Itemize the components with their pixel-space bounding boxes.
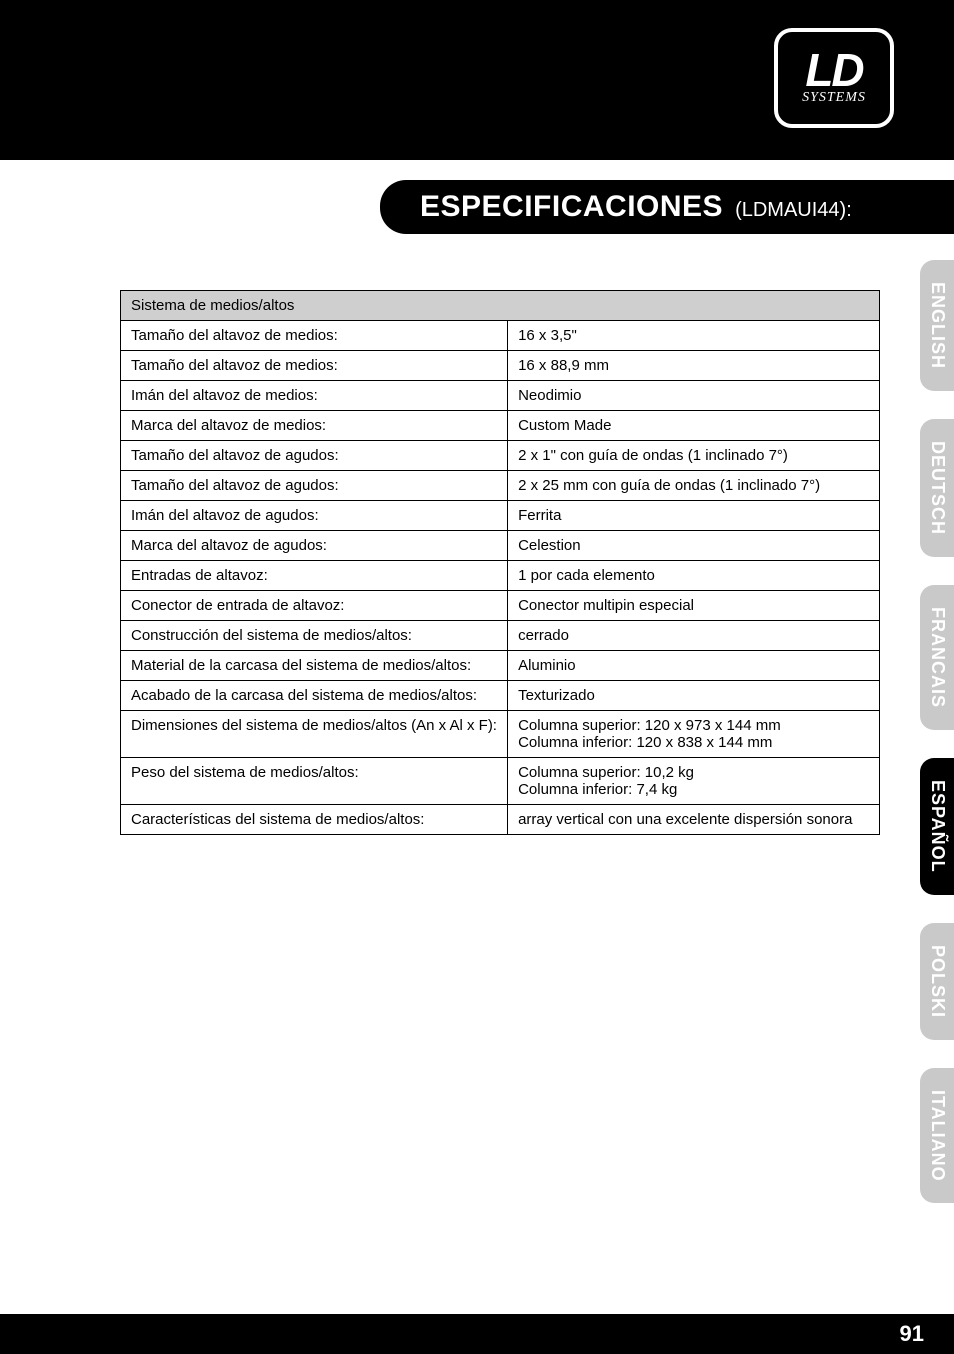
spec-label: Tamaño del altavoz de agudos: — [121, 471, 508, 501]
language-tab-english[interactable]: ENGLISH — [920, 260, 954, 391]
table-row: Construcción del sistema de medios/altos… — [121, 621, 880, 651]
table-row: Tamaño del altavoz de medios:16 x 88,9 m… — [121, 351, 880, 381]
spec-label: Construcción del sistema de medios/altos… — [121, 621, 508, 651]
table-row: Tamaño del altavoz de medios:16 x 3,5" — [121, 321, 880, 351]
spec-label: Entradas de altavoz: — [121, 561, 508, 591]
spec-label: Tamaño del altavoz de medios: — [121, 351, 508, 381]
table-row: Dimensiones del sistema de medios/altos … — [121, 711, 880, 758]
spec-label: Marca del altavoz de agudos: — [121, 531, 508, 561]
language-tabs: ENGLISH DEUTSCH FRANCAIS ESPAÑOL POLSKI ITALI… — [920, 260, 954, 1203]
language-tab-italiano[interactable]: ITALIANO — [920, 1068, 954, 1204]
spec-value: Texturizado — [508, 681, 880, 711]
spec-label: Material de la carcasa del sistema de me… — [121, 651, 508, 681]
brand-logo: LD SYSTEMS — [774, 28, 894, 128]
spec-label: Tamaño del altavoz de agudos: — [121, 441, 508, 471]
language-tab-francais[interactable]: FRANCAIS — [920, 585, 954, 730]
spec-value: Celestion — [508, 531, 880, 561]
page-title-strip: ESPECIFICACIONES (LDMAUI44): — [380, 180, 954, 234]
spec-label: Imán del altavoz de agudos: — [121, 501, 508, 531]
language-tab-polski[interactable]: POLSKI — [920, 923, 954, 1040]
spec-value: 2 x 1" con guía de ondas (1 inclinado 7°… — [508, 441, 880, 471]
spec-label: Tamaño del altavoz de medios: — [121, 321, 508, 351]
spec-label: Acabado de la carcasa del sistema de med… — [121, 681, 508, 711]
table-row: Imán del altavoz de medios:Neodimio — [121, 381, 880, 411]
spec-label: Dimensiones del sistema de medios/altos … — [121, 711, 508, 758]
spec-value: 1 por cada elemento — [508, 561, 880, 591]
page-subtitle: (LDMAUI44): — [735, 199, 852, 222]
table-row: Tamaño del altavoz de agudos:2 x 25 mm c… — [121, 471, 880, 501]
top-banner: LD SYSTEMS — [0, 0, 954, 160]
spec-value: Aluminio — [508, 651, 880, 681]
table-header: Sistema de medios/altos — [121, 291, 880, 321]
spec-value: Conector multipin especial — [508, 591, 880, 621]
table-row: Imán del altavoz de agudos:Ferrita — [121, 501, 880, 531]
table-row: Conector de entrada de altavoz:Conector … — [121, 591, 880, 621]
spec-label: Características del sistema de medios/al… — [121, 805, 508, 835]
language-tab-español[interactable]: ESPAÑOL — [920, 758, 954, 895]
spec-label: Conector de entrada de altavoz: — [121, 591, 508, 621]
spec-value: Custom Made — [508, 411, 880, 441]
language-tab-deutsch[interactable]: DEUTSCH — [920, 419, 954, 557]
spec-value: array vertical con una excelente dispers… — [508, 805, 880, 835]
spec-label: Imán del altavoz de medios: — [121, 381, 508, 411]
table-row: Tamaño del altavoz de agudos:2 x 1" con … — [121, 441, 880, 471]
spec-value: Columna superior: 120 x 973 x 144 mm Col… — [508, 711, 880, 758]
spec-value: 2 x 25 mm con guía de ondas (1 inclinado… — [508, 471, 880, 501]
spec-table-container: Sistema de medios/altos Tamaño del altav… — [120, 290, 880, 835]
spec-label: Peso del sistema de medios/altos: — [121, 758, 508, 805]
spec-value: cerrado — [508, 621, 880, 651]
spec-label: Marca del altavoz de medios: — [121, 411, 508, 441]
page-footer: 91 — [0, 1314, 954, 1354]
page-title: ESPECIFICACIONES — [420, 190, 723, 224]
logo-sub-text: SYSTEMS — [802, 90, 866, 106]
logo-main-text: LD — [805, 50, 862, 91]
table-row: Material de la carcasa del sistema de me… — [121, 651, 880, 681]
table-row: Peso del sistema de medios/altos:Columna… — [121, 758, 880, 805]
spec-value: 16 x 3,5" — [508, 321, 880, 351]
spec-value: Neodimio — [508, 381, 880, 411]
table-row: Marca del altavoz de medios:Custom Made — [121, 411, 880, 441]
spec-value: Ferrita — [508, 501, 880, 531]
spec-value: 16 x 88,9 mm — [508, 351, 880, 381]
table-row: Características del sistema de medios/al… — [121, 805, 880, 835]
table-row: Acabado de la carcasa del sistema de med… — [121, 681, 880, 711]
page-number: 91 — [900, 1321, 924, 1347]
spec-table: Sistema de medios/altos Tamaño del altav… — [120, 290, 880, 835]
table-row: Marca del altavoz de agudos:Celestion — [121, 531, 880, 561]
spec-value: Columna superior: 10,2 kg Columna inferi… — [508, 758, 880, 805]
table-row: Entradas de altavoz:1 por cada elemento — [121, 561, 880, 591]
